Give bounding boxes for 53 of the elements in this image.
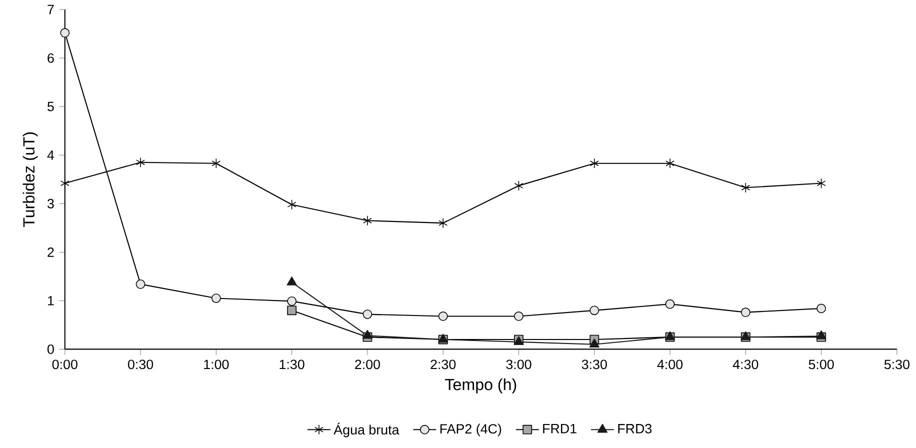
- point: [590, 158, 599, 168]
- x-tick-label: 1:30: [280, 359, 304, 369]
- x-tick-label: 4:00: [657, 359, 683, 369]
- y-tick-label: 6: [48, 53, 54, 63]
- y-tick-label: 4: [47, 150, 54, 160]
- point: [211, 293, 221, 303]
- point: [438, 311, 448, 321]
- x-axis-title: Tempo (h): [445, 378, 516, 394]
- point: [212, 158, 221, 168]
- point: [136, 157, 145, 168]
- point: [287, 305, 297, 315]
- point: [665, 299, 675, 309]
- point: [666, 158, 674, 168]
- x-tick-label: 0:30: [128, 359, 154, 369]
- point: [362, 309, 372, 319]
- x-tick-label: 2:30: [430, 359, 456, 369]
- y-axis-title: Turbidez (uT): [22, 132, 38, 227]
- point: [816, 304, 826, 313]
- x-tick-label: 0:00: [52, 359, 78, 369]
- point: [362, 330, 372, 338]
- point: [740, 307, 750, 317]
- point: [589, 338, 600, 348]
- point: [741, 182, 750, 193]
- x-tick-label: 2:00: [355, 359, 380, 369]
- point: [816, 330, 826, 339]
- legend-label: FAP2 (4C): [440, 424, 502, 436]
- x-tick-label: 5:00: [808, 359, 834, 369]
- legend-label: Água bruta: [334, 422, 400, 437]
- point: [514, 311, 524, 321]
- point: [514, 180, 524, 191]
- point: [287, 296, 297, 306]
- point: [287, 199, 296, 210]
- y-tick-label: 5: [48, 102, 54, 112]
- point: [590, 305, 600, 315]
- y-tick-label: 7: [48, 4, 54, 14]
- y-tick-label: 3: [47, 198, 54, 208]
- y-tick-label: 0: [47, 344, 54, 354]
- point: [438, 218, 448, 228]
- point: [362, 215, 372, 226]
- x-tick-label: 3:00: [506, 359, 532, 369]
- x-tick-label: 5:30: [884, 359, 910, 369]
- y-tick-label: 2: [48, 247, 54, 257]
- point: [60, 28, 70, 38]
- point: [60, 178, 70, 188]
- x-tick-label: 1:00: [204, 359, 229, 369]
- point: [286, 276, 297, 286]
- y-tick-label: 1: [48, 296, 54, 306]
- x-tick-label: 3:30: [582, 359, 607, 369]
- point: [816, 178, 826, 188]
- legend-label: FRD1: [543, 424, 576, 434]
- x-tick-label: 4:30: [732, 359, 758, 369]
- legend-label: FRD3: [618, 424, 652, 434]
- point: [136, 279, 146, 289]
